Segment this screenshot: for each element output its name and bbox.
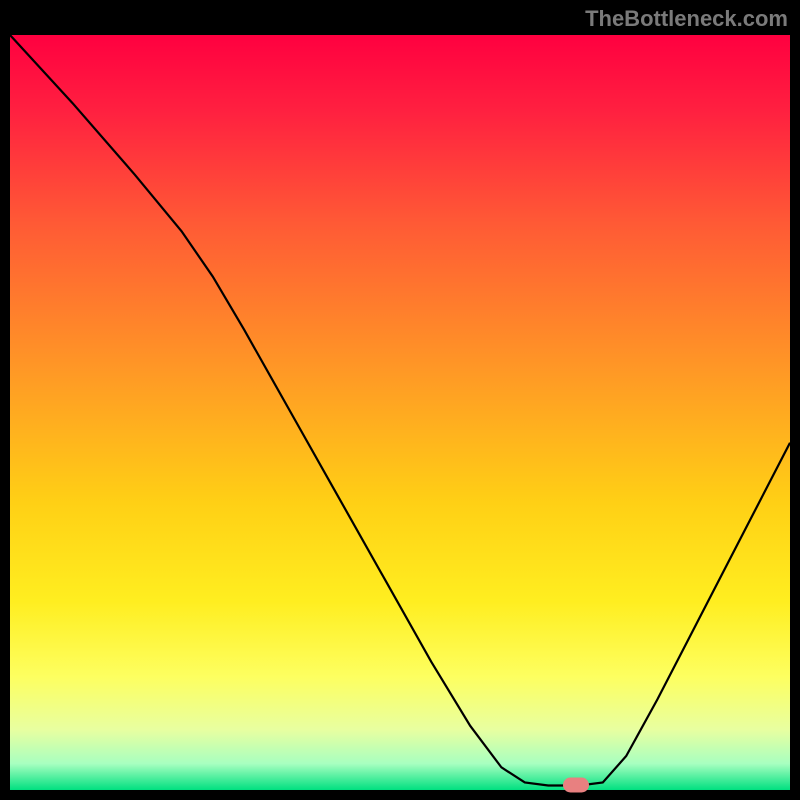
watermark-text: TheBottleneck.com: [585, 6, 788, 32]
optimal-marker: [563, 778, 589, 793]
chart-curve: [10, 35, 790, 790]
curve-path: [10, 35, 790, 785]
chart-plot-area: [10, 35, 790, 790]
